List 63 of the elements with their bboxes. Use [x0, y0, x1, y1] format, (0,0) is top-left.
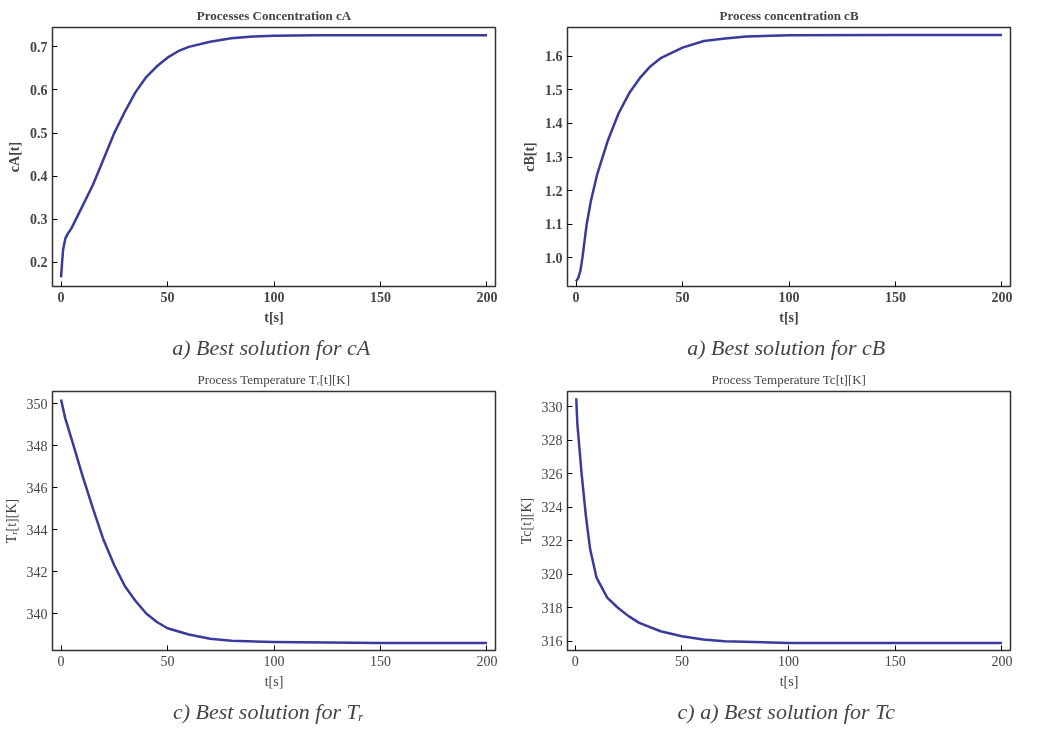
x-tick-label: 200	[476, 653, 498, 669]
text: a) Best solution for cB	[687, 334, 886, 360]
y-tick-label: 1.5	[545, 82, 563, 98]
y-tick-label: 316	[541, 634, 563, 650]
x-tick-label: 100	[263, 289, 285, 305]
y-tick-label: 0.4	[30, 169, 48, 185]
y-tick-label: 346	[26, 480, 48, 496]
y-tick-label: 1.2	[545, 183, 563, 199]
chart-title: Process Temperature Tᵣ[t][K]	[197, 371, 351, 387]
y-tick-label: 1.0	[545, 250, 563, 266]
chart-title: Process Temperature Tc[t][K]	[711, 371, 866, 387]
x-tick-label: 150	[884, 653, 906, 669]
x-tick-label: 50	[160, 653, 175, 669]
x-tick-label: 0	[57, 289, 65, 305]
x-tick-label: 150	[369, 289, 391, 305]
y-tick-label: 328	[541, 433, 563, 449]
y-tick-label: 324	[541, 500, 563, 516]
x-tick-label: 100	[778, 289, 800, 305]
x-axis-title: t[s]	[264, 309, 284, 325]
x-tick-label: 150	[884, 289, 906, 305]
y-tick-label: 1.4	[545, 116, 563, 132]
y-tick-label: 342	[26, 564, 48, 580]
text: a) Best solution for cA	[172, 334, 371, 360]
y-tick-label: 326	[541, 466, 563, 482]
y-tick-label: 320	[541, 567, 563, 583]
y-tick-label: 344	[26, 522, 48, 538]
x-axis-title: t[s]	[779, 673, 799, 689]
y-tick-label: 0.3	[30, 212, 48, 228]
x-axis-title: t[s]	[264, 673, 284, 689]
x-axis-title: t[s]	[779, 309, 799, 325]
x-tick-label: 200	[991, 289, 1013, 305]
y-tick-label: 1.3	[545, 150, 563, 165]
x-tick-label: 100	[263, 653, 285, 669]
y-axis-title: cB[t]	[522, 142, 537, 172]
y-axis-title: Tᵣ[t][K]	[3, 498, 19, 544]
y-tick-label: 1.1	[545, 217, 563, 233]
y-tick-label: 348	[26, 438, 48, 454]
x-tick-label: 150	[369, 653, 391, 669]
x-tick-label: 0	[57, 653, 65, 669]
chart-title: Process concentration cB	[719, 7, 859, 23]
y-tick-label: 0.7	[30, 39, 48, 55]
y-tick-label: 322	[541, 533, 563, 549]
y-tick-label: 0.6	[30, 82, 48, 98]
y-tick-label: 0.2	[30, 255, 48, 271]
y-tick-label: 330	[541, 399, 563, 415]
x-tick-label: 200	[476, 289, 498, 305]
y-tick-label: 340	[26, 606, 48, 622]
y-tick-label: 350	[26, 396, 48, 412]
x-tick-label: 50	[675, 289, 690, 305]
x-tick-label: 50	[160, 289, 175, 305]
x-tick-label: 100	[778, 653, 800, 669]
y-axis-title: cA[t]	[7, 141, 22, 173]
text: c) a) Best solution for Tc	[677, 698, 896, 724]
y-axis-title: Tc[t][K]	[518, 497, 534, 545]
chart-title: Processes Concentration cA	[196, 7, 352, 23]
x-tick-label: 0	[572, 289, 580, 305]
y-tick-label: 318	[541, 600, 563, 616]
text: c) Best solution for Tᵣ	[172, 698, 365, 724]
x-tick-label: 0	[571, 653, 579, 669]
y-tick-label: 0.5	[30, 126, 48, 142]
x-tick-label: 50	[674, 653, 689, 669]
x-tick-label: 200	[991, 653, 1013, 669]
y-tick-label: 1.6	[545, 49, 563, 65]
